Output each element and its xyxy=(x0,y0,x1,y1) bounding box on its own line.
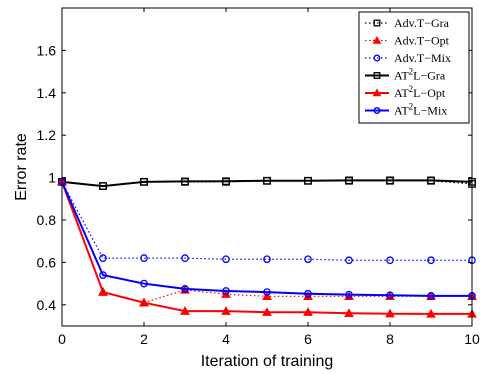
data-point-circle xyxy=(140,254,148,263)
data-point-triangle xyxy=(372,35,382,44)
data-point-circle xyxy=(386,256,394,265)
data-point-triangle xyxy=(372,88,382,97)
y-tick-label: 1.4 xyxy=(37,85,57,101)
data-point-circle xyxy=(222,287,230,295)
x-tick-label: 4 xyxy=(222,331,230,347)
data-point-square xyxy=(99,182,107,190)
legend-label-tail: L−Gra xyxy=(413,69,446,83)
y-axis-label: Error rate xyxy=(13,133,30,201)
x-tick-label: 8 xyxy=(386,331,394,347)
data-point-square xyxy=(373,19,381,27)
y-tick-label: 0.8 xyxy=(37,212,57,228)
legend-label-main: Adv.T−Opt xyxy=(394,34,450,48)
data-point-triangle xyxy=(221,306,231,315)
data-point-circle xyxy=(345,256,353,265)
x-tick-label: 6 xyxy=(304,331,312,347)
data-point-square xyxy=(345,176,353,185)
data-point-circle xyxy=(427,256,435,265)
legend-label-tail: L−Mix xyxy=(413,104,447,118)
legend-label-main: AT xyxy=(394,104,409,118)
legend-label: Adv.T−Gra xyxy=(394,16,450,30)
data-point-circle xyxy=(263,288,271,296)
data-point-circle xyxy=(263,255,271,264)
legend-label-sup: 2 xyxy=(409,84,414,94)
legend-label-main: AT xyxy=(394,69,409,83)
data-point-circle xyxy=(386,291,394,300)
x-tick-label: 0 xyxy=(58,331,66,347)
legend-label: AT2L−Gra xyxy=(394,67,446,83)
series-3 xyxy=(58,176,476,190)
data-point-triangle xyxy=(303,307,313,316)
data-point-circle xyxy=(345,290,353,299)
legend-label-sup: 2 xyxy=(409,102,414,112)
series-4 xyxy=(57,176,477,318)
data-point-triangle xyxy=(344,308,354,317)
legend-label-main: Adv.T−Mix xyxy=(394,51,451,65)
legend-label: AT2L−Opt xyxy=(394,84,446,100)
data-point-triangle xyxy=(98,287,108,296)
y-tick-label: 1.2 xyxy=(37,127,57,143)
plot-frame xyxy=(61,7,473,327)
legend: Adv.T−GraAdv.T−OptAdv.T−MixAT2L−GraAT2L−… xyxy=(358,11,470,124)
data-point-circle xyxy=(373,107,381,114)
data-point-circle xyxy=(373,54,381,62)
legend-label-main: AT xyxy=(394,86,409,100)
data-point-circle xyxy=(99,254,107,263)
data-point-square xyxy=(181,177,189,186)
data-point-circle xyxy=(99,271,107,279)
data-point-triangle xyxy=(385,308,395,318)
series-line xyxy=(61,181,472,297)
y-tick-label: 1.6 xyxy=(37,42,57,58)
y-tick-label: 0.6 xyxy=(37,254,57,270)
y-tick-label: 0.4 xyxy=(37,297,57,313)
series-line xyxy=(61,179,473,188)
legend-label-sup: 2 xyxy=(409,67,414,77)
data-point-triangle xyxy=(262,307,272,316)
data-point-square xyxy=(222,177,230,186)
legend-label-tail: L−Opt xyxy=(413,86,446,100)
data-point-circle xyxy=(181,285,189,293)
x-tick-label: 10 xyxy=(464,331,480,347)
data-point-triangle xyxy=(139,297,149,307)
data-point-square xyxy=(304,176,312,185)
data-point-circle xyxy=(222,255,230,264)
data-point-square xyxy=(386,176,394,185)
data-point-circle xyxy=(304,289,312,298)
data-point-square xyxy=(373,72,381,79)
y-tick-label: 1 xyxy=(48,170,56,186)
data-point-circle xyxy=(181,254,189,263)
data-point-triangle xyxy=(426,308,436,318)
data-point-circle xyxy=(304,255,312,264)
data-point-circle xyxy=(140,279,148,288)
legend-label: Adv.T−Opt xyxy=(394,34,450,48)
legend-label: AT2L−Mix xyxy=(394,102,447,118)
data-point-square xyxy=(140,177,148,186)
x-axis-label: Iteration of training xyxy=(201,353,334,370)
legend-label-main: Adv.T−Gra xyxy=(394,16,450,30)
data-point-triangle xyxy=(180,306,190,315)
legend-box xyxy=(358,11,470,124)
data-point-square xyxy=(427,176,435,185)
data-point-circle xyxy=(427,292,435,300)
x-tick-label: 2 xyxy=(140,331,148,347)
legend-label: Adv.T−Mix xyxy=(394,51,451,65)
ticks-layer: 0 2 4 6 8 10 0.4 0.6 0.8 1 1.2 1.4 1.6 xyxy=(37,8,480,347)
data-point-square xyxy=(263,176,271,185)
